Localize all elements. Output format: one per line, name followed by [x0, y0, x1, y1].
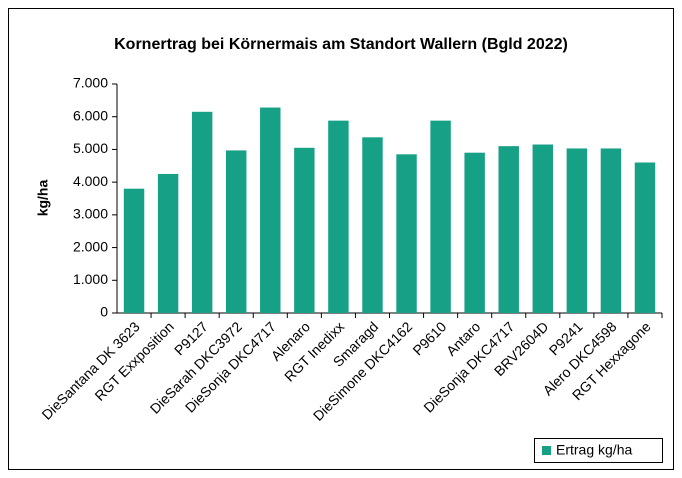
legend-label: Ertrag kg/ha: [556, 442, 632, 458]
bar: [396, 154, 417, 313]
legend-swatch: [542, 446, 551, 455]
bar: [294, 147, 315, 313]
bar: [123, 188, 145, 313]
bar: [532, 144, 553, 313]
y-tick-label: 0: [100, 304, 108, 320]
bar: [191, 111, 213, 313]
bar: [464, 152, 485, 313]
y-tick-label: 2.000: [73, 238, 108, 254]
bar: [362, 137, 383, 313]
bar: [566, 148, 588, 313]
bar: [498, 146, 519, 313]
chart-title: Kornertrag bei Körnermais am Standort Wa…: [114, 36, 568, 53]
legend-box: [534, 438, 663, 463]
bar: [634, 162, 656, 313]
y-tick-label: 4.000: [73, 173, 108, 189]
bar: [430, 120, 451, 313]
bar: [600, 148, 622, 313]
y-tick-label: 7.000: [73, 75, 108, 91]
y-tick-label: 1.000: [73, 271, 108, 287]
y-axis-label: kg/ha: [35, 180, 51, 217]
y-tick-label: 5.000: [73, 140, 108, 156]
bar: [157, 173, 179, 313]
bar: [328, 120, 349, 313]
y-tick-label: 6.000: [73, 107, 108, 123]
bar: [260, 107, 281, 313]
bar: [226, 150, 247, 313]
y-tick-label: 3.000: [73, 206, 108, 222]
